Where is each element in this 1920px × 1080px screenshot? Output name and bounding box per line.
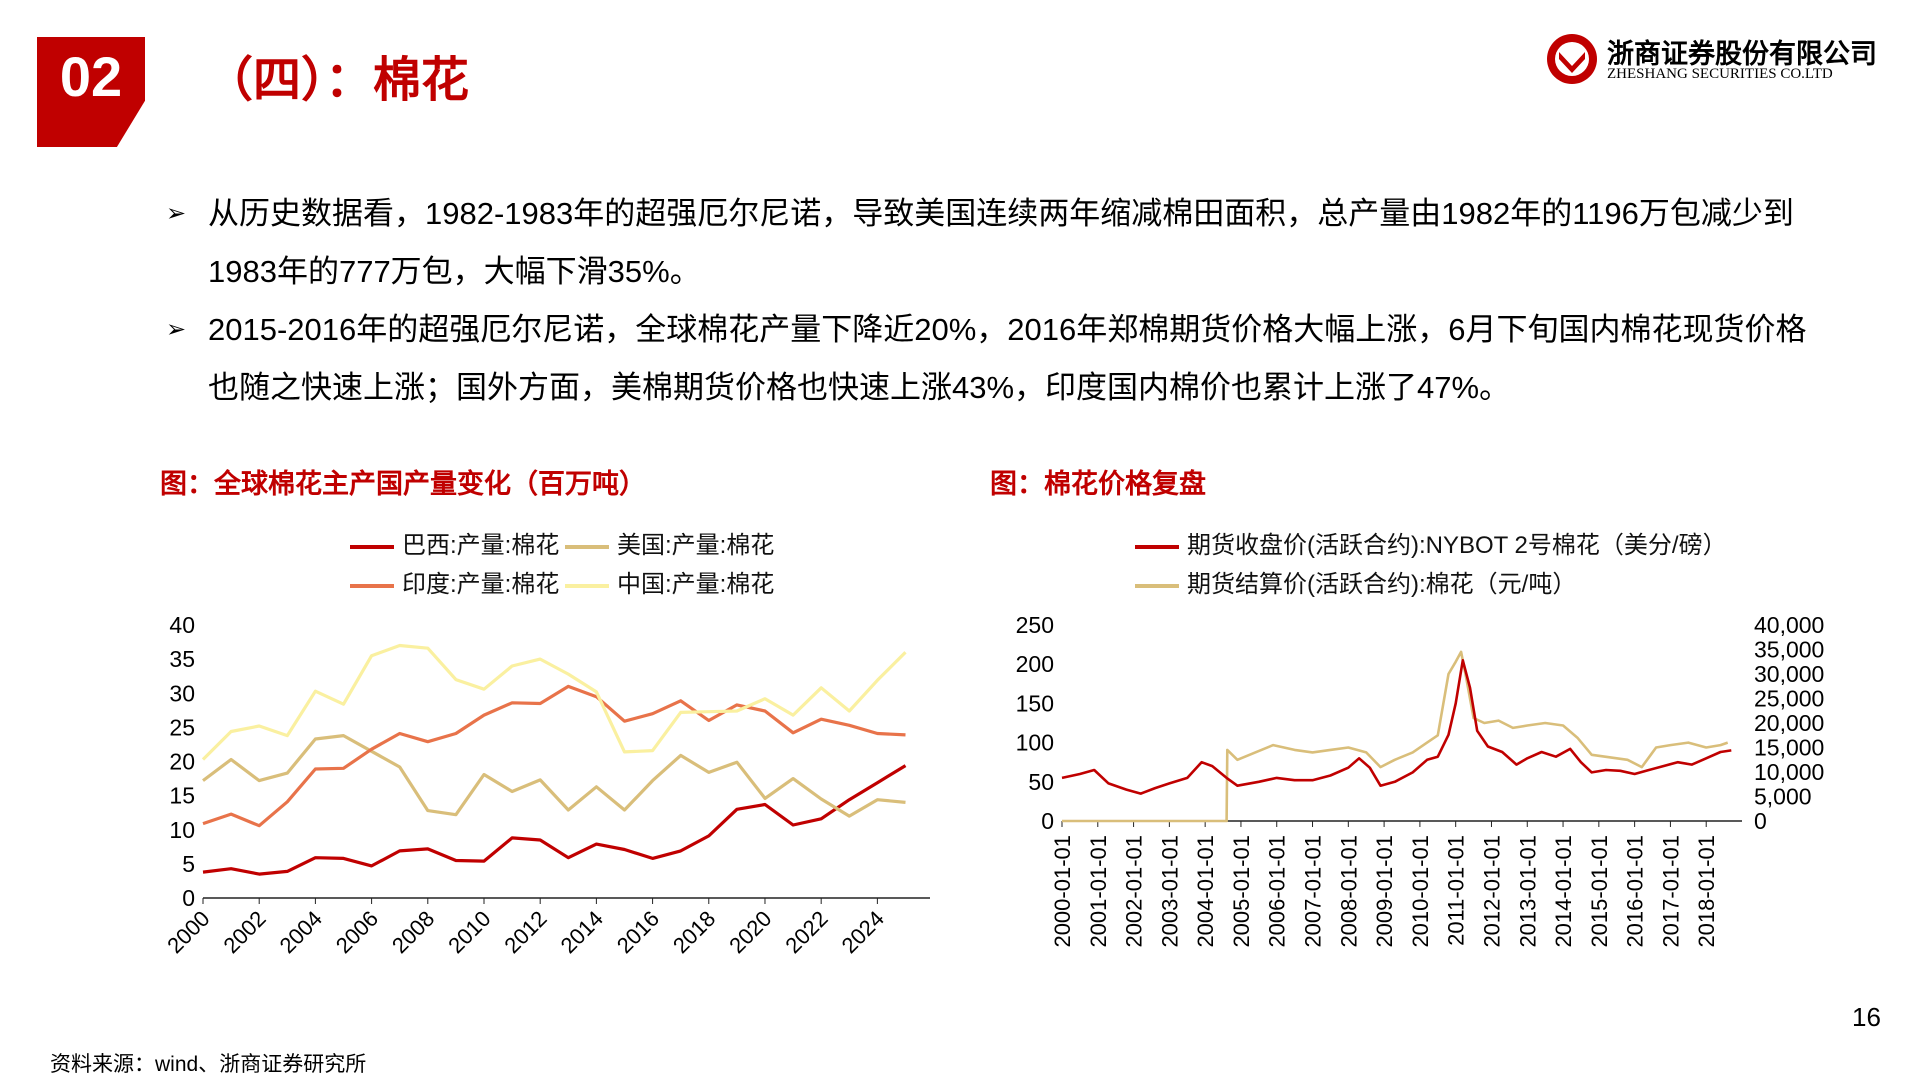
section-number-box [37,37,145,147]
legend-swatch [1135,544,1179,549]
x-tick-label: 2011-01-01 [1444,835,1469,946]
page-title: （四）：棉花 [205,54,470,107]
logo-mark-icon [1547,34,1597,84]
chart2-title: 图：棉花价格复盘 [990,469,1206,499]
y-left-tick-label: 250 [1016,612,1054,638]
y-right-tick-label: 30,000 [1754,661,1824,687]
bullet-item: ➢ 从历史数据看，1982-1983年的超强厄尔尼诺，导致美国连续两年缩减棉田面… [160,185,1810,301]
x-tick-label: 2008 [387,906,439,958]
y-tick-label: 20 [169,749,195,775]
x-tick-label: 2007-01-01 [1301,835,1326,948]
legend-item-brazil: 巴西:产量:棉花 [350,525,559,560]
x-tick-label: 2010-01-01 [1408,835,1433,948]
y-right-tick-label: 0 [1754,808,1767,834]
y-tick-label: 35 [169,646,195,672]
x-tick-label: 2015-01-01 [1587,835,1612,948]
x-tick-label: 2005-01-01 [1229,835,1254,948]
y-left-tick-label: 0 [1041,808,1054,834]
y-tick-label: 40 [169,612,195,638]
logo-chinese-name: 浙商证券股份有限公司 [1607,39,1877,69]
y-tick-label: 0 [182,885,195,911]
x-tick-label: 2006 [331,906,383,958]
x-tick-label: 2003-01-01 [1157,835,1182,948]
price-line-chart: 05010015020025005,00010,00015,00020,0002… [1016,612,1825,948]
x-tick-label: 2018 [668,906,720,958]
y-tick-label: 15 [169,783,195,809]
y-left-tick-label: 200 [1016,651,1054,677]
x-tick-label: 2004-01-01 [1193,835,1218,948]
page-number: 16 [1852,1002,1881,1032]
x-tick-label: 2024 [837,906,889,958]
y-right-tick-label: 5,000 [1754,784,1812,810]
series-line-zce-cotton [1062,650,1729,823]
x-tick-label: 2002-01-01 [1122,835,1147,948]
legend-swatch [350,583,394,588]
y-right-tick-label: 35,000 [1754,637,1824,663]
legend-item-nybot: 期货收盘价(活跃合约):NYBOT 2号棉花（美分/磅） [1135,525,1727,560]
chart1-title: 图：全球棉花主产国产量变化（百万吨） [160,469,646,499]
legend-item-zce: 期货结算价(活跃合约):棉花（元/吨） [1135,564,1576,599]
y-right-tick-label: 25,000 [1754,686,1824,712]
logo-english-name: ZHESHANG SECURITIES CO.LTD [1607,66,1833,82]
x-tick-label: 2006-01-01 [1265,835,1290,948]
x-tick-label: 2013-01-01 [1515,835,1540,948]
x-tick-label: 2018-01-01 [1694,835,1719,948]
x-tick-label: 2001-01-01 [1086,835,1111,948]
bullet-text: 2015-2016年的超强厄尔尼诺，全球棉花产量下降近20%，2016年郑棉期货… [208,312,1807,405]
section-number: 02 [59,45,123,108]
x-tick-label: 2004 [275,906,327,958]
x-tick-label: 2014 [556,906,608,958]
x-tick-label: 2017-01-01 [1658,835,1683,948]
legend-swatch [565,583,609,588]
y-left-tick-label: 150 [1016,690,1054,716]
y-left-tick-label: 50 [1028,769,1054,795]
company-logo: 浙商证券股份有限公司 ZHESHANG SECURITIES CO.LTD [1545,30,1885,90]
legend-swatch [350,544,394,549]
x-tick-label: 2009-01-01 [1372,835,1397,948]
bullet-item: ➢ 2015-2016年的超强厄尔尼诺，全球棉花产量下降近20%，2016年郑棉… [160,301,1810,417]
y-tick-label: 25 [169,714,195,740]
x-tick-label: 2020 [724,906,776,958]
y-right-tick-label: 40,000 [1754,612,1824,638]
series-line-3 [201,643,907,761]
y-right-tick-label: 15,000 [1754,735,1824,761]
y-right-tick-label: 10,000 [1754,759,1824,785]
source-note: 资料来源：wind、浙商证券研究所 [50,1053,367,1076]
series-line-nybot-cotton [1061,659,1732,795]
x-tick-label: 2008-01-01 [1336,835,1361,948]
legend-item-china: 中国:产量:棉花 [565,564,774,599]
x-tick-label: 2002 [218,906,270,958]
arrow-bullet-icon: ➢ [166,200,187,227]
y-tick-label: 10 [169,817,195,843]
arrow-bullet-icon: ➢ [166,316,187,343]
bullet-list: ➢ 从历史数据看，1982-1983年的超强厄尔尼诺，导致美国连续两年缩减棉田面… [160,185,1810,417]
legend-swatch [565,544,609,549]
x-tick-label: 2016-01-01 [1623,835,1648,948]
legend-item-india: 印度:产量:棉花 [350,564,559,599]
x-tick-label: 2000-01-01 [1050,835,1075,948]
x-tick-label: 2010 [443,906,495,958]
x-tick-label: 2014-01-01 [1551,835,1576,948]
x-tick-label: 2022 [780,906,832,958]
x-tick-label: 2016 [612,906,664,958]
x-tick-label: 2012-01-01 [1479,835,1504,948]
y-right-tick-label: 20,000 [1754,710,1824,736]
y-tick-label: 30 [169,680,195,706]
y-left-tick-label: 100 [1016,730,1054,756]
series-line-0 [202,764,907,876]
x-tick-label: 2000 [162,906,214,958]
series-line-2 [202,684,906,828]
legend-swatch [1135,583,1179,588]
series-line-1 [202,734,906,818]
y-tick-label: 5 [182,851,195,877]
production-line-chart: 0 5 10 15 20 25 30 35 40 2000 2002 2004 2006 2008 2010… [162,612,930,958]
legend-item-usa: 美国:产量:棉花 [565,525,774,560]
x-tick-label: 2012 [499,906,551,958]
bullet-text: 从历史数据看，1982-1983年的超强厄尔尼诺，导致美国连续两年缩减棉田面积，… [208,196,1794,289]
